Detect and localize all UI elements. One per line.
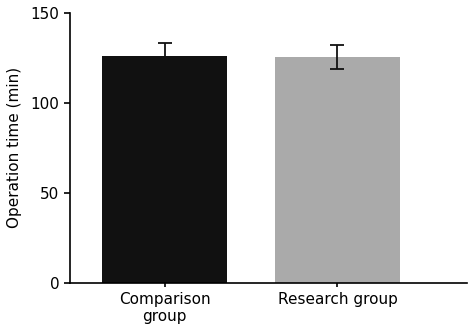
- Bar: [275, 57, 400, 283]
- Y-axis label: Operation time (min): Operation time (min): [7, 67, 22, 228]
- Bar: [102, 56, 227, 283]
